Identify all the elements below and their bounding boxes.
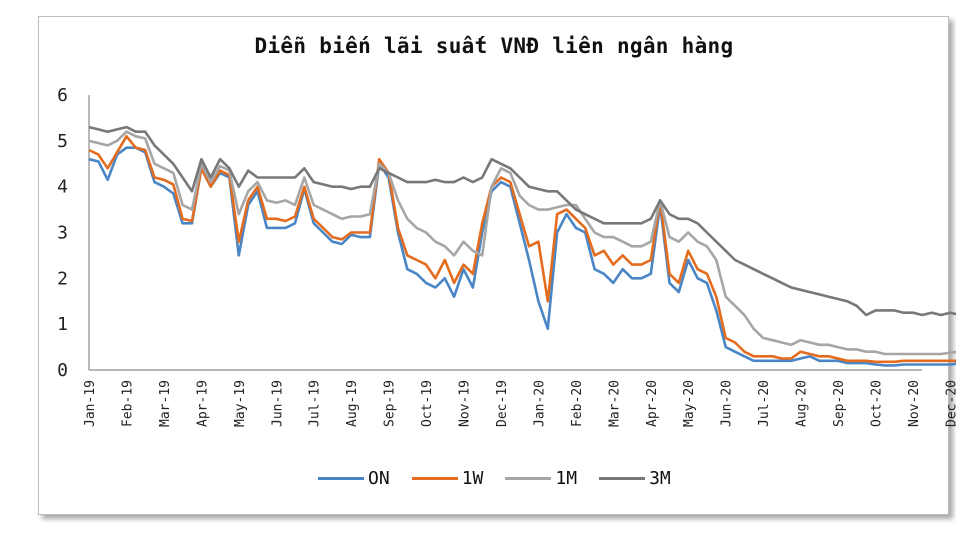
x-tick-label: Aug-20	[795, 380, 810, 427]
x-tick-label: Jun-20	[720, 380, 735, 427]
chart-legend: ON 1W 1M 3M	[318, 468, 693, 489]
x-tick-label: Jan-19	[83, 380, 98, 427]
y-tick-label: 4	[57, 177, 68, 198]
x-tick-label: Jun-19	[270, 380, 285, 427]
series-line-3m	[88, 125, 956, 317]
series-lines	[88, 125, 956, 367]
chart-title: Diễn biến lãi suất VNĐ liên ngân hàng	[254, 34, 734, 58]
legend-label: ON	[368, 468, 390, 489]
y-axis: 0 1 2 3 4 5 6	[57, 85, 90, 381]
x-tick-label: Jan-20	[532, 380, 547, 427]
x-tick-label: Apr-20	[645, 380, 660, 427]
x-tick-label: May-19	[233, 380, 248, 427]
x-tick-label: Dec-19	[495, 380, 510, 427]
legend-item-3m: 3M	[599, 468, 671, 489]
y-tick-label: 3	[57, 223, 68, 244]
x-tick-label: Jul-20	[757, 380, 772, 427]
x-tick-label: Feb-19	[120, 380, 135, 427]
x-tick-label: Mar-19	[158, 380, 173, 427]
x-tick-label: Apr-19	[195, 380, 210, 427]
y-tick-label: 2	[57, 268, 68, 289]
x-tick-label: Mar-20	[607, 380, 622, 427]
series-line-1m	[88, 130, 956, 356]
legend-swatch	[599, 477, 646, 480]
chart-frame	[38, 16, 949, 515]
x-tick-label: Sep-20	[832, 380, 847, 427]
series-line-1w	[88, 135, 956, 364]
legend-swatch	[318, 477, 364, 480]
x-axis: Jan-19 Feb-19 Mar-19 Apr-19 May-19 Jun-19 Jul-…	[83, 369, 956, 427]
x-tick-label: Dec-20	[944, 380, 956, 427]
legend-label: 3M	[649, 468, 671, 489]
x-tick-label: Sep-19	[383, 380, 398, 427]
x-tick-label: Oct-20	[869, 380, 884, 427]
legend-item-1w: 1W	[411, 468, 484, 489]
legend-swatch	[505, 477, 552, 480]
legend-swatch	[411, 477, 458, 480]
y-tick-label: 6	[57, 85, 68, 106]
x-tick-label: Jul-19	[308, 380, 323, 427]
x-tick-label: Nov-19	[458, 380, 473, 427]
legend-item-on: ON	[318, 468, 390, 489]
legend-label: 1W	[461, 468, 484, 489]
y-tick-label: 0	[57, 360, 68, 381]
x-tick-label: Nov-20	[907, 380, 922, 427]
y-tick-label: 1	[57, 314, 68, 335]
x-tick-label: May-20	[682, 380, 697, 427]
y-tick-label: 5	[57, 131, 68, 152]
legend-item-1m: 1M	[505, 468, 577, 489]
x-tick-label: Aug-19	[345, 380, 360, 427]
x-tick-label: Oct-19	[420, 380, 435, 427]
x-tick-label: Feb-20	[570, 380, 585, 427]
legend-label: 1M	[555, 468, 578, 489]
